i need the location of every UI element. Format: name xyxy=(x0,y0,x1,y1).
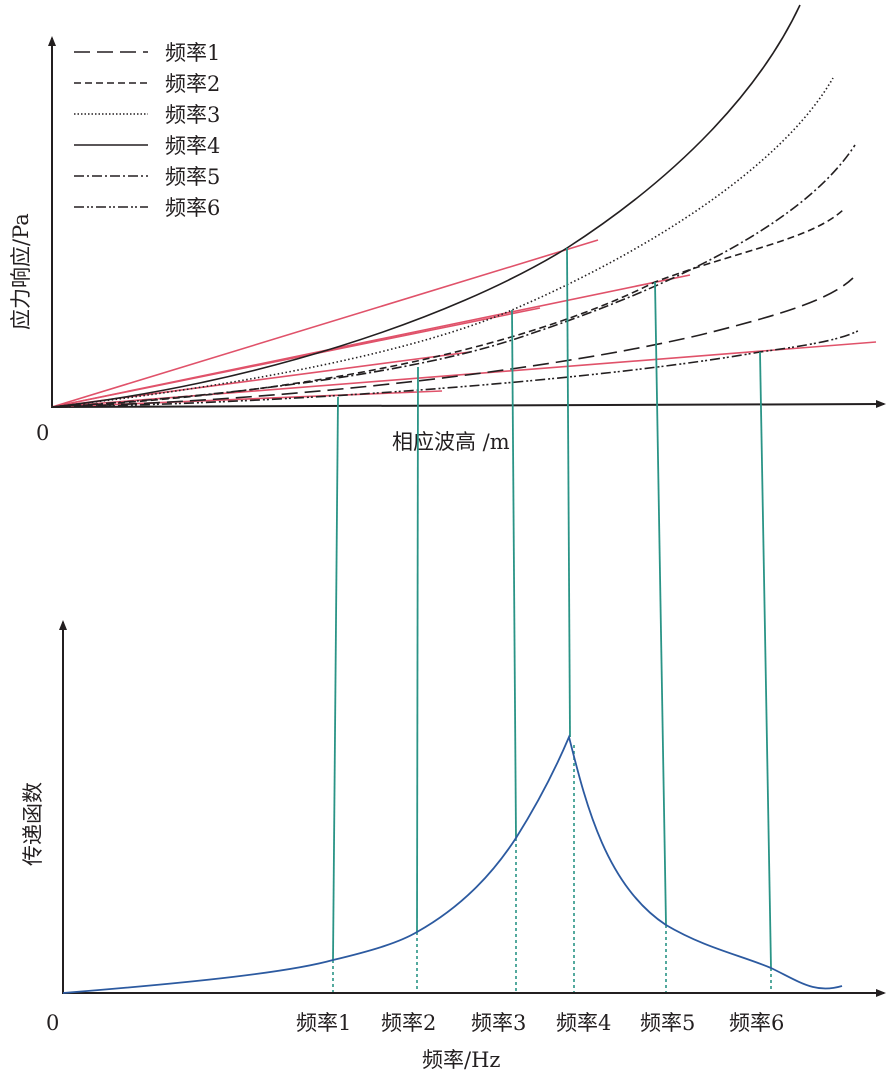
secant-line-6 xyxy=(51,341,877,408)
curve-freq2 xyxy=(51,209,844,408)
connector-freq5 xyxy=(654,281,667,926)
legend-label-5: 频率5 xyxy=(165,165,220,189)
curve-freq4 xyxy=(51,4,801,408)
legend-label-6: 频率6 xyxy=(165,196,220,220)
secant-line-5 xyxy=(51,274,691,408)
top-x-axis xyxy=(51,400,886,409)
secant-lines xyxy=(51,239,877,408)
drop-lines xyxy=(332,745,772,993)
legend-label-3: 频率3 xyxy=(165,103,220,127)
tick-label-freq3: 频率3 xyxy=(471,1011,526,1035)
connector-freq6 xyxy=(759,351,772,969)
connector-freq2 xyxy=(416,366,419,933)
bottom-origin-label: 0 xyxy=(46,1011,59,1035)
top-y-axis-label: 应力响应/Pa xyxy=(9,213,33,330)
tick-label-freq6: 频率6 xyxy=(729,1011,784,1035)
curve-freq3 xyxy=(51,77,834,408)
legend-label-1: 频率1 xyxy=(165,41,220,65)
curve-freq6 xyxy=(51,329,861,408)
bottom-x-axis-label: 频率/Hz xyxy=(422,1048,500,1072)
tick-label-freq5: 频率5 xyxy=(640,1011,695,1035)
top-origin-label: 0 xyxy=(36,421,49,445)
tick-label-freq4: 频率4 xyxy=(556,1011,611,1035)
top-x-axis-label: 相应波高 /m xyxy=(392,430,510,454)
legend-label-4: 频率4 xyxy=(165,134,220,158)
connector-freq3 xyxy=(511,309,517,839)
transfer-function-curve xyxy=(62,734,843,994)
legend xyxy=(74,51,148,208)
bottom-y-axis-label: 传递函数 xyxy=(21,782,45,866)
tick-label-freq1: 频率1 xyxy=(296,1011,351,1035)
secant-line-4 xyxy=(51,239,599,408)
curve-freq1 xyxy=(51,277,854,408)
curve-freq5 xyxy=(51,144,856,408)
bottom-chart: 频率1 频率2 频率3 频率4 频率5 频率6 0 频率/Hz 传递函数 xyxy=(21,620,886,1072)
connector-freq4 xyxy=(566,247,571,738)
connector-freq1 xyxy=(332,396,339,961)
tick-label-freq2: 频率2 xyxy=(381,1011,436,1035)
legend-label-2: 频率2 xyxy=(165,72,220,96)
connector-lines xyxy=(332,247,772,969)
top-chart: 频率1 频率2 频率3 频率4 频率5 频率6 0 相应波高 /m 应力响应/P… xyxy=(9,4,886,454)
